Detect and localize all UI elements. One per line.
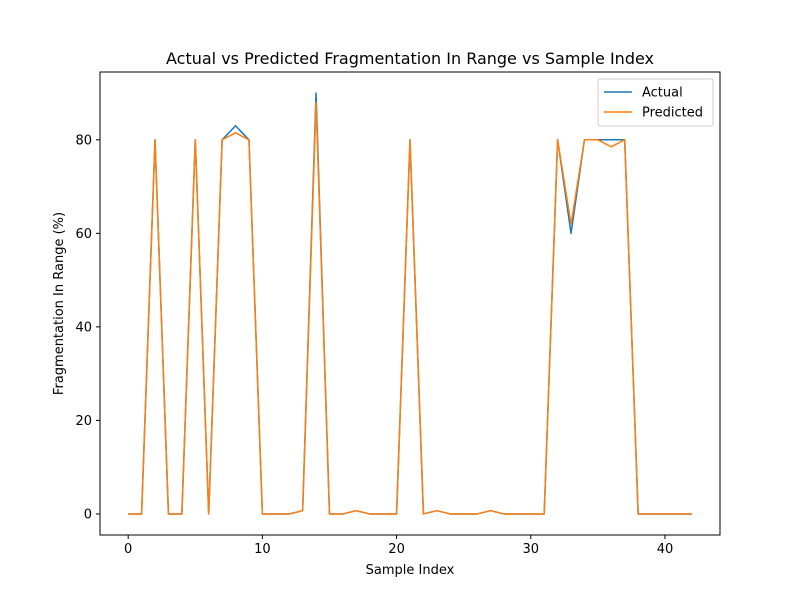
legend-box xyxy=(597,78,714,127)
x-tick-label: 10 xyxy=(254,542,271,557)
y-tick-label: 40 xyxy=(75,320,92,335)
x-tick-label: 0 xyxy=(124,542,132,557)
x-axis-ticks: 0 10 20 30 40 xyxy=(124,535,673,557)
y-tick-label: 80 xyxy=(75,133,92,148)
chart-title: Actual vs Predicted Fragmentation In Ran… xyxy=(166,49,654,68)
x-tick-label: 30 xyxy=(523,542,540,557)
y-tick-label: 60 xyxy=(75,227,92,242)
x-tick-label: 40 xyxy=(657,542,674,557)
plot-area-frame xyxy=(99,71,721,536)
legend-label-actual: Actual xyxy=(642,86,683,101)
series-line-predicted xyxy=(128,101,692,515)
plot-series-group xyxy=(128,92,692,515)
y-tick-label: 0 xyxy=(84,507,92,522)
legend-label-predicted: Predicted xyxy=(642,106,703,121)
y-tick-label: 20 xyxy=(75,414,92,429)
y-axis-ticks: 0 20 40 60 80 xyxy=(75,133,100,522)
legend: Actual Predicted xyxy=(597,78,714,127)
x-tick-label: 20 xyxy=(388,542,405,557)
y-axis-title: Fragmentation In Range (%) xyxy=(52,212,67,395)
x-axis-title: Sample Index xyxy=(366,563,455,578)
